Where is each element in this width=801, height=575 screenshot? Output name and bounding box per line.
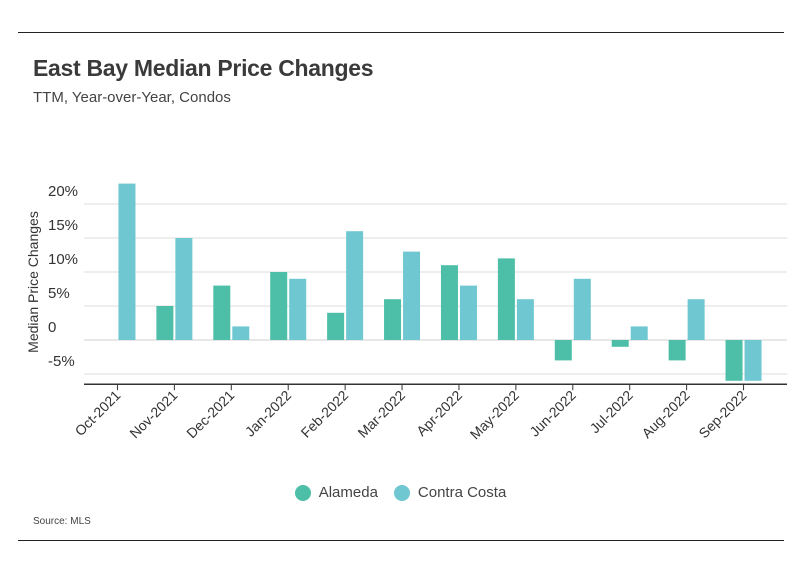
bar-alameda-aug-2022 bbox=[668, 340, 686, 361]
bar-alameda-jan-2022 bbox=[270, 272, 288, 340]
grid-lines bbox=[84, 203, 787, 375]
chart-subtitle: TTM, Year-over-Year, Condos bbox=[33, 89, 231, 106]
bar-contra-costa-jun-2022 bbox=[573, 278, 591, 340]
bar-alameda-jul-2022 bbox=[611, 340, 629, 347]
y-tick-label: 0 bbox=[48, 319, 56, 336]
x-tick-label: Jan-2022 bbox=[242, 387, 295, 440]
x-tick-label: Jul-2022 bbox=[587, 387, 636, 436]
bar-contra-costa-nov-2021 bbox=[175, 238, 193, 340]
bar-alameda-dec-2021 bbox=[213, 285, 231, 340]
bar-contra-costa-jan-2022 bbox=[289, 278, 307, 340]
legend-swatch-alameda bbox=[294, 484, 311, 501]
bar-contra-costa-sep-2022 bbox=[744, 340, 762, 381]
legend-item-contra-costa: Contra Costa bbox=[393, 484, 507, 501]
y-tick-label: 15% bbox=[48, 217, 78, 234]
x-tick-label: Oct-2021 bbox=[72, 387, 124, 439]
x-tick-label: Jun-2022 bbox=[526, 387, 579, 440]
legend-swatch-contra-costa bbox=[393, 484, 410, 501]
bar-alameda-sep-2022 bbox=[725, 340, 743, 381]
x-tick-label: Dec-2021 bbox=[183, 387, 237, 441]
bar-alameda-may-2022 bbox=[497, 258, 515, 340]
legend: Alameda Contra Costa bbox=[0, 484, 801, 501]
top-rule bbox=[18, 32, 784, 33]
legend-item-alameda: Alameda bbox=[294, 484, 378, 501]
bar-contra-costa-mar-2022 bbox=[403, 251, 421, 340]
x-tick-label: Feb-2022 bbox=[298, 387, 352, 441]
bar-alameda-feb-2022 bbox=[327, 312, 345, 340]
bar-contra-costa-dec-2021 bbox=[232, 326, 250, 340]
y-axis-label: Median Price Changes bbox=[25, 211, 41, 353]
bar-contra-costa-feb-2022 bbox=[346, 231, 364, 340]
source-note: Source: MLS bbox=[33, 516, 91, 527]
bar-contra-costa-aug-2022 bbox=[687, 299, 705, 340]
y-tick-label: 5% bbox=[48, 285, 70, 302]
x-tick-label: Apr-2022 bbox=[413, 387, 465, 439]
bar-chart: -5%05%10%15%20%Oct-2021 Nov-2021 Dec-2021 J… bbox=[25, 183, 787, 442]
bar-alameda-apr-2022 bbox=[440, 265, 458, 340]
bottom-rule bbox=[18, 540, 784, 541]
bar-contra-costa-oct-2021 bbox=[118, 183, 136, 340]
legend-label-alameda: Alameda bbox=[318, 484, 378, 501]
bar-alameda-mar-2022 bbox=[384, 299, 402, 340]
chart-title: East Bay Median Price Changes bbox=[33, 55, 374, 81]
bars bbox=[118, 183, 762, 381]
x-tick-label: Nov-2021 bbox=[126, 387, 180, 441]
x-tick-label: May-2022 bbox=[467, 387, 522, 442]
bar-alameda-nov-2021 bbox=[156, 306, 174, 340]
bar-contra-costa-apr-2022 bbox=[459, 285, 477, 340]
y-tick-label: 10% bbox=[48, 251, 78, 268]
x-tick-label: Mar-2022 bbox=[354, 387, 408, 441]
y-tick-label: -5% bbox=[48, 353, 75, 370]
bar-contra-costa-jul-2022 bbox=[630, 326, 648, 340]
y-tick-label: 20% bbox=[48, 183, 78, 200]
bar-alameda-jun-2022 bbox=[554, 340, 572, 361]
x-tick-label: Sep-2022 bbox=[695, 387, 749, 441]
x-tick-label: Aug-2022 bbox=[638, 387, 692, 441]
legend-label-contra-costa: Contra Costa bbox=[417, 484, 507, 501]
bar-contra-costa-may-2022 bbox=[516, 299, 534, 340]
